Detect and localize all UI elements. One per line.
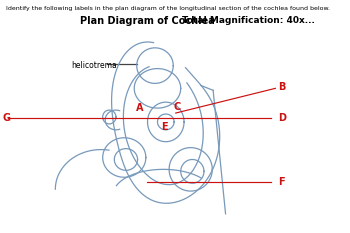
- Text: E: E: [161, 122, 167, 132]
- Text: F: F: [278, 177, 285, 187]
- Text: B: B: [278, 82, 285, 92]
- Text: A: A: [136, 103, 144, 113]
- Text: helicotrema: helicotrema: [71, 61, 117, 70]
- Text: G: G: [2, 113, 10, 123]
- Text: C: C: [174, 102, 181, 112]
- Text: Plan Diagram of Cochlea: Plan Diagram of Cochlea: [80, 16, 215, 26]
- Text: D: D: [278, 113, 286, 123]
- Text: Identify the following labels in the plan diagram of the longitudinal section of: Identify the following labels in the pla…: [6, 6, 330, 11]
- Text: Total Magnification: 40x...: Total Magnification: 40x...: [182, 16, 315, 25]
